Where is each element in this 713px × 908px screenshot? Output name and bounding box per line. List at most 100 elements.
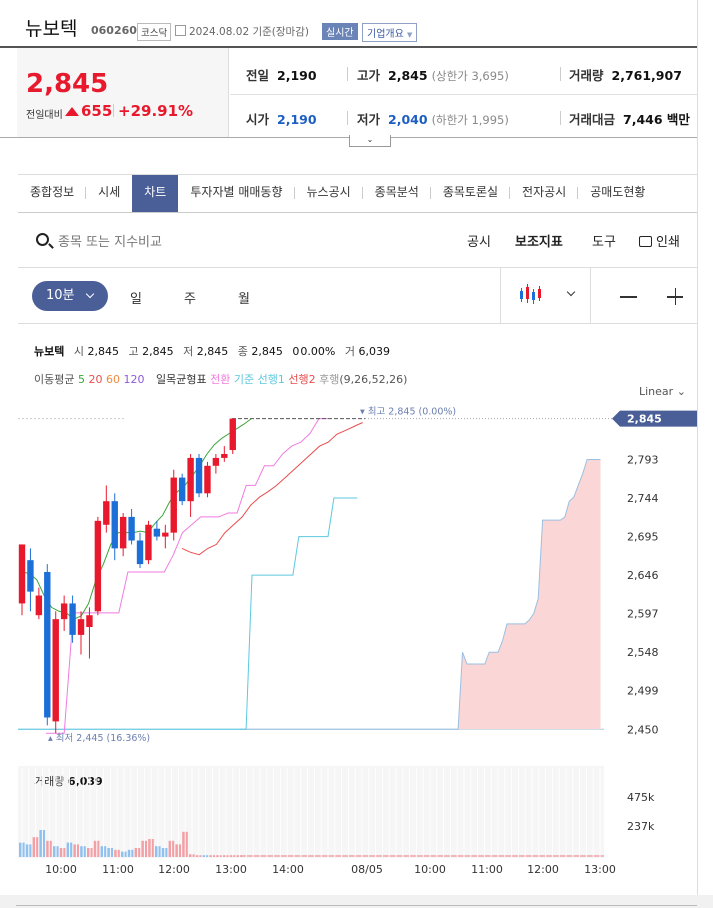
candle-body [27, 560, 34, 592]
ohlc-key: 시 [73, 345, 84, 358]
tab-5[interactable]: 종목분석 [363, 175, 431, 212]
disclosure-button[interactable]: 공시 [467, 235, 491, 250]
candle-body [35, 595, 43, 616]
x-tick-label: 08/05 [351, 863, 383, 876]
divider [429, 187, 431, 199]
stat-label: 고가 [357, 68, 381, 83]
ohlc-key: 고 [128, 345, 139, 358]
price-change-value: 655 [81, 102, 113, 120]
stat-open: 시가 2,190 [246, 109, 317, 128]
stat-value: 2,040 [388, 112, 428, 127]
divider [500, 268, 501, 323]
print-icon [639, 236, 652, 247]
last-price-tag-label: 2,845 [627, 413, 662, 426]
candle-body [153, 528, 161, 537]
tab-label: 종목분석 [374, 185, 419, 199]
current-price-box: 2,845 전일대비 655 +29.91% [17, 48, 229, 137]
tab-7[interactable]: 전자공시 [510, 175, 579, 212]
min-marker: ▴ 최저 2,445 (16.36%) [48, 733, 150, 744]
period-dropdown[interactable]: 10분 [32, 281, 108, 311]
ohlc-key: 저 [183, 345, 194, 358]
stat-label: 거래량 [569, 68, 604, 83]
chart-stock-name: 뉴보텍 [34, 345, 65, 358]
tab-0[interactable]: 종합정보 [18, 175, 87, 212]
candle-body [86, 615, 93, 628]
compare-search-input[interactable]: 종목 또는 지수비교 [58, 235, 162, 250]
tab-label: 투자자별 매매동향 [190, 185, 283, 199]
x-tick-label: 13:00 [215, 863, 247, 876]
divider [361, 187, 363, 199]
span1-line [240, 459, 601, 730]
ohlc-change: 0 [292, 345, 300, 358]
lower-limit: (하한가 1,995) [431, 113, 509, 127]
y-tick-label: 2,499 [627, 685, 659, 698]
price-date-text: 2024.08.02 기준(장마감) [189, 26, 309, 38]
stat-volume: 거래량 2,761,907 [569, 65, 682, 84]
stat-value: 2,190 [277, 68, 317, 83]
indicator-legend: 이동평균 5 20 60 120 일목균형표 전환 기준 선행1 선행2 후행(… [34, 371, 407, 387]
span2-legend: 선행2 [288, 373, 316, 386]
stock-header: 뉴보텍 060260 코스닥 2024.08.02 기준(장마감) 실시간 기업… [0, 0, 697, 48]
candle-body [204, 465, 211, 494]
stat-value: 7,446 백만 [623, 112, 690, 127]
span1-legend: 선행1 [257, 373, 285, 386]
divider [230, 94, 697, 95]
price-chart[interactable]: ▾ 최고 2,845 (0.00%) ▴ 최저 2,445 (16.36%) 2,4… [0, 0, 697, 895]
ohlc-close: 2,845 [251, 345, 283, 358]
x-tick-label: 13:00 [584, 863, 616, 876]
x-tick-label: 12:00 [158, 863, 190, 876]
tab-2[interactable]: 차트 [132, 175, 179, 212]
candle-body [44, 571, 51, 718]
stat-value: 2,845 [388, 68, 428, 83]
price-change: 655 [65, 102, 112, 120]
stat-high: 고가 2,845 (상한가 3,695) [357, 65, 509, 84]
period-day[interactable]: 일 [130, 292, 142, 307]
tools-button[interactable]: 도구 [592, 235, 616, 250]
x-tick-label: 14:00 [272, 863, 304, 876]
scale-mode-label: Linear [639, 385, 674, 398]
period-week[interactable]: 주 [184, 292, 196, 307]
tab-6[interactable]: 종목토론실 [431, 175, 511, 212]
divider [113, 104, 114, 117]
divider [509, 187, 511, 199]
volume-tick-label: 475k [627, 791, 655, 804]
candle-body [145, 524, 152, 561]
y-tick-label: 2,597 [627, 608, 659, 621]
divider [560, 67, 561, 81]
stat-prev: 전일 2,190 [246, 65, 317, 84]
x-tick-label: 11:00 [471, 863, 503, 876]
indicator-button[interactable]: 보조지표 [515, 235, 563, 250]
tab-3[interactable]: 투자자별 매매동향 [178, 175, 295, 212]
zoom-out-icon[interactable] [620, 296, 637, 298]
ohlc-pct: 0.00% [300, 345, 336, 358]
divider [347, 67, 348, 81]
candle-body [111, 501, 118, 549]
candle-body [119, 516, 127, 549]
market-badge: 코스닥 [137, 23, 172, 41]
candlestick-type-icon[interactable] [518, 283, 544, 307]
y-tick-label: 2,548 [627, 646, 659, 659]
tab-1[interactable]: 시세 [86, 175, 132, 212]
base-line [18, 497, 358, 730]
candle-body [77, 619, 85, 635]
tab-4[interactable]: 뉴스공시 [295, 175, 363, 212]
volume-pane [18, 766, 604, 858]
candle-body [103, 501, 110, 525]
divider [347, 111, 348, 125]
stock-tabs: 종합정보 시세 차트 투자자별 매매동향 뉴스공시 종목분석 종목토론실 전자공시 공매도현황 [18, 174, 697, 213]
print-button[interactable]: 인쇄 [639, 231, 680, 250]
company-overview-dropdown[interactable]: 기업개요 ▼ [362, 23, 418, 42]
up-arrow-icon [65, 107, 79, 116]
x-tick-label: 10:00 [45, 863, 77, 876]
ohlc-volume: 6,039 [358, 345, 390, 358]
tab-8[interactable]: 공매도현황 [578, 175, 657, 212]
period-month[interactable]: 월 [238, 292, 250, 307]
tab-label: 전자공시 [522, 185, 567, 199]
scale-mode-dropdown[interactable]: Linear ⌄ [639, 385, 686, 398]
x-tick-label: 11:00 [102, 863, 134, 876]
stat-value: 2,761,907 [611, 68, 682, 83]
candle-body [69, 603, 76, 635]
compare-label: 전일대비 [26, 110, 63, 121]
expand-toggle[interactable]: ⌄ [349, 135, 391, 147]
realtime-button[interactable]: 실시간 [322, 23, 358, 40]
